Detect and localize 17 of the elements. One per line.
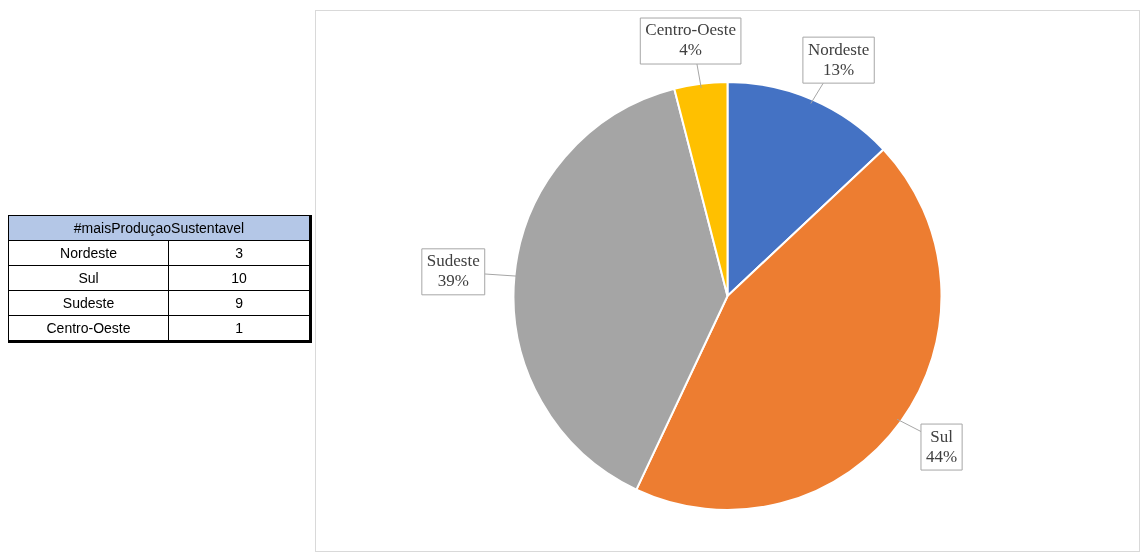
category-label: Centro-Oeste	[8, 315, 169, 342]
text: #maisProduçaoSustentavel	[8, 215, 311, 241]
category-label: Sudeste	[8, 290, 169, 316]
data-label: 39%	[437, 271, 469, 291]
slice-label: Nordeste	[807, 39, 870, 59]
category-label: Sul	[8, 265, 169, 291]
data-label: 4%	[679, 40, 702, 60]
slice-label: Sul	[930, 426, 954, 446]
data-label: 3	[168, 240, 311, 266]
category-label: Nordeste	[8, 240, 169, 266]
data-label: 44%	[925, 446, 958, 466]
slice-label: Sudeste	[426, 251, 480, 271]
data-label: 10	[168, 265, 311, 291]
slice-label: Centro-Oeste	[645, 20, 736, 40]
data-label: 1	[168, 315, 311, 342]
data-label: 13%	[822, 59, 855, 79]
data-label: 9	[168, 290, 311, 316]
